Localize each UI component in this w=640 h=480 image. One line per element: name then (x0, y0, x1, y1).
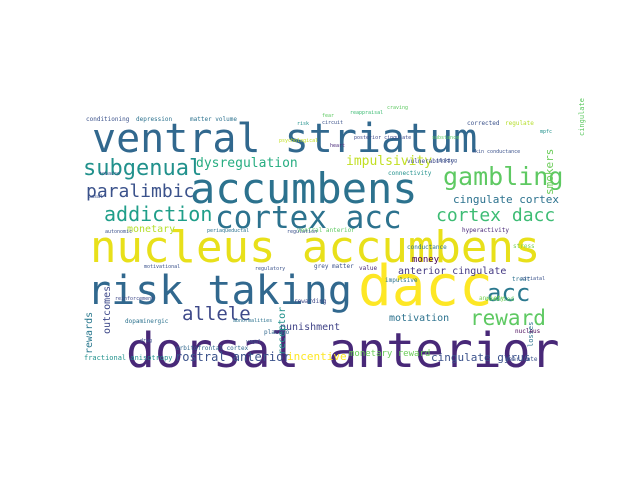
word-dacc: dacc (358, 254, 493, 319)
word-incentive: incentive (287, 350, 347, 363)
word-striatal: striatal (521, 276, 545, 282)
word-conditioning: conditioning (86, 116, 130, 123)
word-addiction: addiction (104, 202, 212, 226)
word-cloud-words: nucleus accumbens ventral striatumaccumbe… (83, 98, 586, 379)
word-cingulate-cortex: cingulate cortex (453, 193, 559, 206)
word-accumbens: accumbens (190, 164, 418, 213)
word-matter-volume: matter volume (190, 116, 237, 123)
word-cortex-dacc: cortex dacc (436, 205, 555, 226)
word-fractional-anisotropy: fractional anisotropy (84, 354, 173, 362)
word-vulnerability: vulnerability (407, 158, 454, 165)
word-autonomic: autonomic (105, 229, 132, 235)
word-craving: craving (387, 105, 408, 111)
word-dysregulation: dysregulation (196, 156, 298, 171)
word-near-rate: near rate (505, 356, 538, 363)
word-rewards: rewards (84, 312, 95, 354)
word-gambling: gambling (443, 162, 563, 191)
word-monetary: monetary (127, 224, 175, 235)
word-circuit: circuit (322, 120, 343, 126)
word-reinforcement: reinforcement (115, 296, 154, 302)
word-nucleus-accumbens: nucleus accumbens (90, 222, 540, 273)
word-impulsivity: impulsivity (346, 154, 432, 169)
word-smoking: smoking (436, 158, 457, 164)
word-money: money (412, 255, 440, 265)
word-placebo: placebo (264, 329, 290, 336)
word-fear: fear (322, 113, 334, 119)
word-impulsive: impulsive (385, 277, 418, 284)
word-periaqueductal: periaqueductal (207, 228, 249, 234)
word-corrected: corrected (467, 120, 500, 127)
word-ventral-striatum: ventral striatum (92, 116, 477, 162)
word-rewarding: rewarding (294, 298, 327, 305)
word-cingulate: cingulate (578, 98, 586, 136)
word-regulatory: regulatory (255, 266, 285, 272)
word-monetary-reward: monetary reward (349, 349, 430, 359)
word-dopaminergic: dopaminergic (125, 318, 169, 325)
word-allele: allele (182, 303, 251, 325)
word-posterior-cingulate: posterior cingulate (354, 135, 411, 141)
word-subgenual: subgenual (83, 156, 202, 181)
word-risk-taking: risk taking (87, 268, 352, 314)
word-receptor: receptor (277, 307, 288, 355)
word-dorsal-anterior: dorsal anterior (126, 323, 559, 379)
word-motivational: motivational (144, 264, 180, 270)
word-motivation: motivation (389, 313, 449, 324)
word-stress: stress (513, 243, 535, 250)
word-vagal: vagal (246, 339, 261, 345)
word-losses: losses (527, 322, 535, 347)
word-nucleus: nucleus (515, 328, 541, 335)
word-drug: drug (140, 338, 152, 344)
word-conductance: conductance (407, 244, 447, 251)
word-smokers: smokers (543, 149, 556, 195)
word-ventral-anterior: ventral anterior (297, 227, 355, 234)
word-reward: reward (470, 306, 546, 330)
word-covaried: covaried (485, 296, 514, 303)
word-mpfc: mpfc (540, 129, 552, 135)
word-reappraisal: reappraisal (350, 110, 383, 116)
word-anxiety: anxiety (479, 295, 505, 302)
word-grey-matter: grey matter (314, 263, 354, 270)
word-rostral-anterior: rostral anterior (175, 350, 291, 364)
word-abnormalities: abnormalities (233, 318, 272, 324)
word-acc: acc (487, 279, 530, 307)
word-treat: treat (512, 276, 530, 283)
word-outcomes: outcomes (102, 286, 113, 334)
word-risk: risk (297, 121, 309, 127)
word-tobacco: tobacco (99, 171, 120, 177)
word-depression: depression (136, 116, 173, 123)
word-paralimbic: paralimbic (86, 181, 194, 202)
word-substance: substance (432, 135, 459, 141)
word-punishment: punishment (280, 322, 340, 333)
word-anterior-cingulate: anterior cingulate (398, 266, 506, 277)
word-heart: heart (330, 143, 345, 149)
word-skin-conductance: skin conductance (472, 149, 520, 155)
word-value: value (359, 265, 377, 272)
word-psychological: psychological (279, 138, 318, 144)
word-regulate: regulate (505, 120, 534, 127)
word-connectivity: connectivity (388, 170, 432, 177)
word-hyperactivity: hyperactivity (462, 227, 509, 234)
word-regulation: regulation (287, 229, 317, 235)
word-cingulate-gyrus: cingulate gyrus (431, 351, 530, 364)
word-basal: basal (88, 194, 103, 200)
word-cortex-acc: cortex acc (215, 200, 402, 236)
word-orbitofrontal-cortex: orbitofrontal cortex (176, 345, 249, 352)
